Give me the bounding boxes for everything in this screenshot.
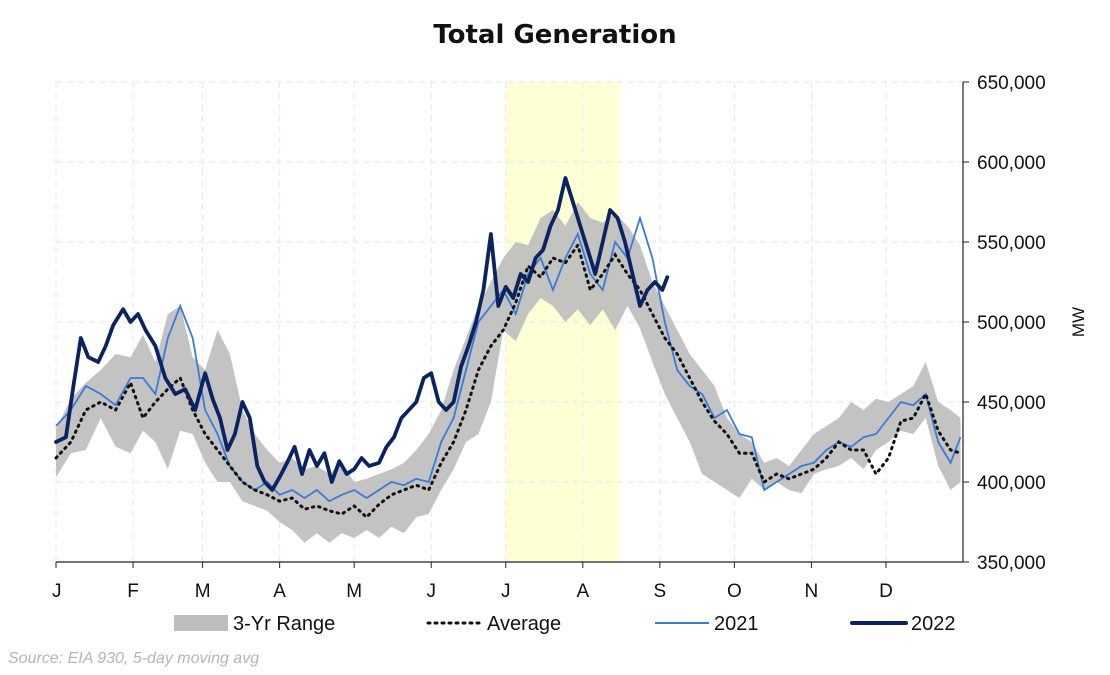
y-tick-labels: 350,000 400,000 450,000 500,000 550,000 600,0… — [977, 73, 1046, 574]
range-area-layer — [56, 202, 961, 543]
y-tick-label: 650,000 — [977, 73, 1046, 94]
legend-label-2022: 2022 — [911, 613, 956, 635]
legend-item-2021: 2021 — [655, 613, 759, 635]
x-tick-label: M — [195, 581, 211, 602]
x-tick-label: S — [653, 581, 666, 602]
x-tick-label: J — [426, 581, 436, 602]
series-line-2021 — [55, 214, 962, 503]
legend-label-range: 3-Yr Range — [233, 613, 335, 635]
x-tick-label: F — [127, 581, 139, 602]
x-tick-label: O — [727, 581, 742, 602]
y-tick-label: 550,000 — [977, 233, 1046, 254]
range-area — [56, 202, 961, 543]
legend-item-range: 3-Yr Range — [174, 613, 335, 635]
legend: 3-Yr Range Average 2021 2022 — [174, 613, 956, 635]
legend-swatch-range — [174, 615, 228, 631]
x-tick-label: D — [879, 581, 893, 602]
legend-item-average: Average — [426, 613, 561, 635]
series-lines-layer — [54, 176, 962, 520]
y-tick-label: 350,000 — [977, 553, 1046, 574]
legend-label-average: Average — [487, 613, 561, 635]
x-tick-label: A — [273, 581, 286, 602]
y-tick-label: 500,000 — [977, 313, 1046, 334]
y-axis-label: MW — [1069, 307, 1088, 337]
x-tick-label: N — [805, 581, 819, 602]
series-line-2022 — [54, 176, 670, 492]
x-tick-label: J — [52, 581, 62, 602]
y-tick-label: 400,000 — [977, 473, 1046, 494]
x-tick-label: M — [346, 581, 362, 602]
legend-label-2021: 2021 — [714, 613, 759, 635]
x-tick-label: J — [501, 581, 511, 602]
y-tick-label: 600,000 — [977, 153, 1046, 174]
source-note: Source: EIA 930, 5-day moving avg — [8, 650, 259, 667]
y-tick-label: 450,000 — [977, 393, 1046, 414]
series-line-average — [54, 241, 962, 520]
x-tick-label: A — [576, 581, 589, 602]
chart-title: Total Generation — [433, 20, 676, 50]
legend-item-2022: 2022 — [850, 613, 956, 635]
axes — [55, 81, 969, 568]
